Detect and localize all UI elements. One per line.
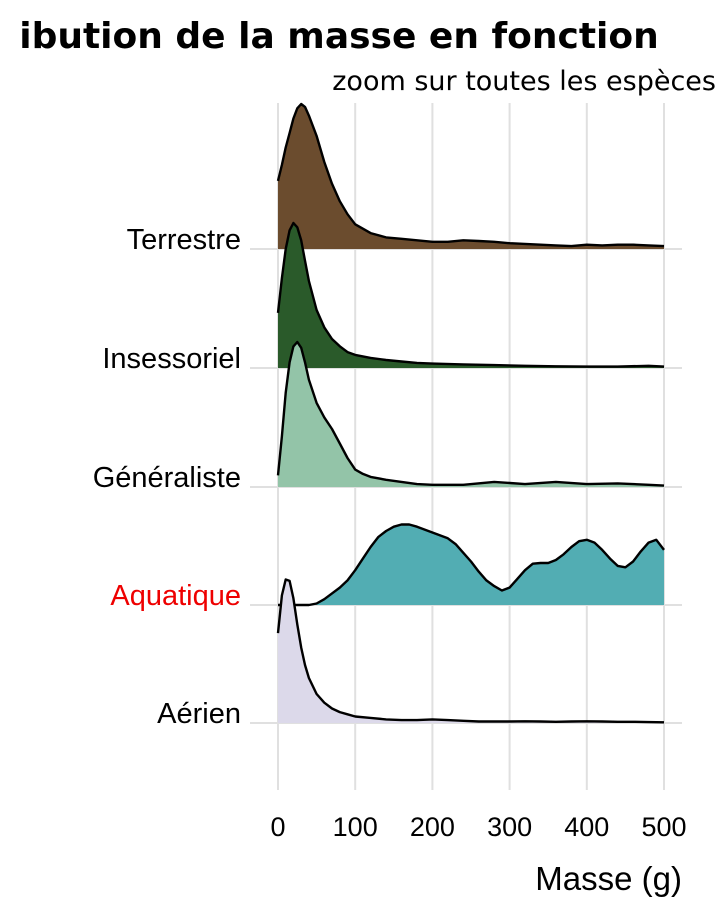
ridge-line-aquatique (278, 523, 665, 607)
x-axis-ticks: 0 100 200 300 400 500 (270, 812, 686, 842)
category-label-aquatique: Aquatique (110, 580, 241, 612)
ridge-fill-aquatique (308, 524, 664, 605)
chart-title: ibution de la masse en fonction (19, 16, 659, 57)
ridge-fill-aérien (278, 579, 664, 723)
ridge-line-terrestre (276, 102, 665, 248)
ridge-fill-terrestre (278, 104, 664, 249)
category-label-aérien: Aérien (157, 698, 241, 730)
ridge-line-aérien (276, 578, 665, 724)
category-label-terrestre: Terrestre (127, 224, 241, 256)
x-tick-label-3: 300 (487, 812, 532, 842)
x-tick-label-1: 100 (333, 812, 378, 842)
category-labels: Terrestre Insessoriel Généraliste Aquatique… (93, 224, 241, 730)
x-tick-label-5: 500 (641, 812, 686, 842)
chart-subtitle: zoom sur toutes les espèces (332, 66, 716, 97)
x-tick-label-2: 200 (410, 812, 455, 842)
ridge-line-généraliste (276, 340, 665, 487)
x-tick-label-0: 0 (270, 812, 285, 842)
ridge-fill-généraliste (278, 342, 664, 487)
ridge-line-insessoriel (276, 221, 665, 368)
x-tick-label-4: 400 (564, 812, 609, 842)
ridge-fill-insessoriel (278, 223, 664, 368)
ridges-layer (276, 102, 665, 724)
category-label-insessoriel: Insessoriel (102, 343, 241, 375)
category-label-généraliste: Généraliste (93, 462, 241, 494)
x-axis-title: Masse (g) (535, 860, 682, 897)
